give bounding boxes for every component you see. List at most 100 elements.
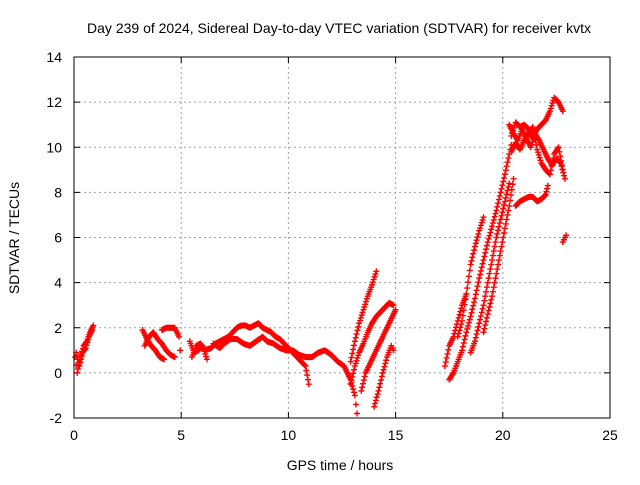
data-point-marker: [492, 275, 499, 282]
y-tick-label: 8: [54, 184, 62, 200]
data-point-marker: [479, 260, 486, 267]
data-point-marker: [505, 207, 512, 214]
data-point-marker: [482, 322, 489, 329]
data-markers: [72, 94, 570, 417]
data-point-marker: [472, 334, 479, 341]
data-point-marker: [462, 332, 469, 339]
data-point-marker: [379, 369, 386, 376]
data-point-marker: [464, 326, 471, 333]
data-point-marker: [477, 222, 484, 229]
data-point-marker: [559, 166, 566, 173]
data-point-marker: [81, 346, 88, 353]
data-point-marker: [305, 381, 312, 388]
data-point-marker: [350, 346, 357, 353]
data-point-marker: [530, 128, 537, 135]
data-point-marker: [304, 376, 311, 383]
data-point-marker: [301, 362, 308, 369]
data-point-marker: [303, 367, 310, 374]
data-point-marker: [469, 306, 476, 313]
data-point-marker: [459, 317, 466, 324]
data-point-marker: [351, 363, 358, 370]
data-point-marker: [488, 296, 495, 303]
data-point-marker: [494, 230, 501, 237]
data-point-marker: [161, 356, 168, 363]
data-point-marker: [481, 325, 488, 332]
data-point-marker: [469, 254, 476, 261]
data-point-marker: [546, 108, 553, 115]
data-point-marker: [471, 247, 478, 254]
data-point-marker: [508, 186, 515, 193]
y-tick-label: 0: [54, 365, 62, 381]
data-point-marker: [89, 327, 96, 334]
data-point-marker: [471, 299, 478, 306]
data-point-marker: [489, 288, 496, 295]
data-point-marker: [475, 279, 482, 286]
data-point-marker: [483, 314, 490, 321]
data-point-marker: [392, 306, 399, 313]
data-point-marker: [546, 171, 553, 178]
data-point-marker: [465, 279, 472, 286]
data-point-marker: [463, 290, 470, 297]
data-point-marker: [489, 293, 496, 300]
data-point-marker: [509, 181, 516, 188]
x-tick-label: 10: [281, 427, 297, 443]
data-point-marker: [90, 322, 97, 329]
data-point-marker: [378, 373, 385, 380]
data-point-marker: [508, 132, 515, 139]
data-point-marker: [477, 313, 484, 320]
data-point-marker: [499, 182, 506, 189]
data-point-marker: [548, 102, 555, 109]
data-point-marker: [543, 188, 550, 195]
data-point-marker: [359, 309, 366, 316]
data-point-marker: [348, 377, 355, 384]
data-point-marker: [481, 297, 488, 304]
data-point-marker: [372, 400, 379, 407]
data-point-marker: [484, 311, 491, 318]
data-point-marker: [372, 271, 379, 278]
data-point-marker: [501, 174, 508, 181]
y-tick-label: 14: [46, 49, 62, 65]
data-point-marker: [504, 187, 511, 194]
data-point-marker: [358, 312, 365, 319]
y-tick-label: 6: [54, 230, 62, 246]
data-point-marker: [537, 157, 544, 164]
data-point-marker: [548, 163, 555, 170]
data-point-marker: [357, 314, 364, 321]
data-point-marker: [363, 298, 370, 305]
data-point-marker: [500, 234, 507, 241]
data-point-marker: [354, 410, 361, 417]
data-point-marker: [497, 216, 504, 223]
data-point-marker: [534, 146, 541, 153]
data-point-marker: [459, 312, 466, 319]
data-point-marker: [373, 268, 380, 275]
data-point-marker: [171, 354, 178, 361]
data-point-marker: [501, 225, 508, 232]
data-point-marker: [347, 381, 354, 388]
data-point-marker: [460, 340, 467, 347]
data-point-marker: [473, 237, 480, 244]
data-point-marker: [457, 308, 464, 315]
data-point-marker: [371, 403, 378, 410]
data-point-marker: [82, 345, 89, 352]
data-point-marker: [486, 232, 493, 239]
data-point-marker: [353, 357, 360, 364]
data-point-marker: [486, 270, 493, 277]
data-point-marker: [74, 369, 81, 376]
data-point-marker: [502, 167, 509, 174]
data-point-marker: [361, 373, 368, 380]
data-point-marker: [494, 266, 501, 273]
data-point-marker: [479, 305, 486, 312]
x-tick-label: 25: [602, 427, 618, 443]
y-tick-label: -2: [50, 410, 63, 426]
data-point-marker: [531, 132, 538, 139]
data-point-marker: [351, 389, 358, 396]
y-tick-label: 12: [46, 94, 62, 110]
x-axis-label: GPS time / hours: [287, 457, 394, 473]
data-point-marker: [462, 296, 469, 303]
data-point-marker: [493, 234, 500, 241]
data-point-marker: [459, 343, 466, 350]
data-point-marker: [489, 223, 496, 230]
data-point-marker: [474, 283, 481, 290]
data-point-marker: [455, 314, 462, 321]
data-point-marker: [483, 318, 490, 325]
